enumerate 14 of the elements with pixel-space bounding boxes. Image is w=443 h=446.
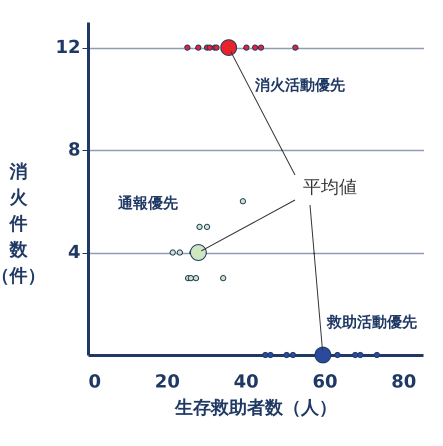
annotation: 通報優先	[117, 194, 178, 212]
x-tick-label: 20	[154, 372, 180, 392]
x-tick-label: 80	[391, 372, 416, 392]
y-axis-title: 消火件数（件）	[0, 161, 46, 286]
x-tick-label: 0	[88, 372, 102, 392]
x-axis-title: 生存救助者数（人）	[174, 398, 337, 418]
x-tick-label: 60	[312, 372, 338, 392]
x-tick-label: 40	[234, 372, 259, 392]
y-tick-label: 12	[55, 37, 80, 58]
annotation: 平均値	[303, 177, 357, 198]
annotation: 消火活動優先	[254, 76, 345, 94]
y-tick-label: 4	[68, 242, 80, 264]
y-tick-label: 8	[68, 140, 80, 161]
annotation: 救助活動優先	[326, 313, 417, 331]
